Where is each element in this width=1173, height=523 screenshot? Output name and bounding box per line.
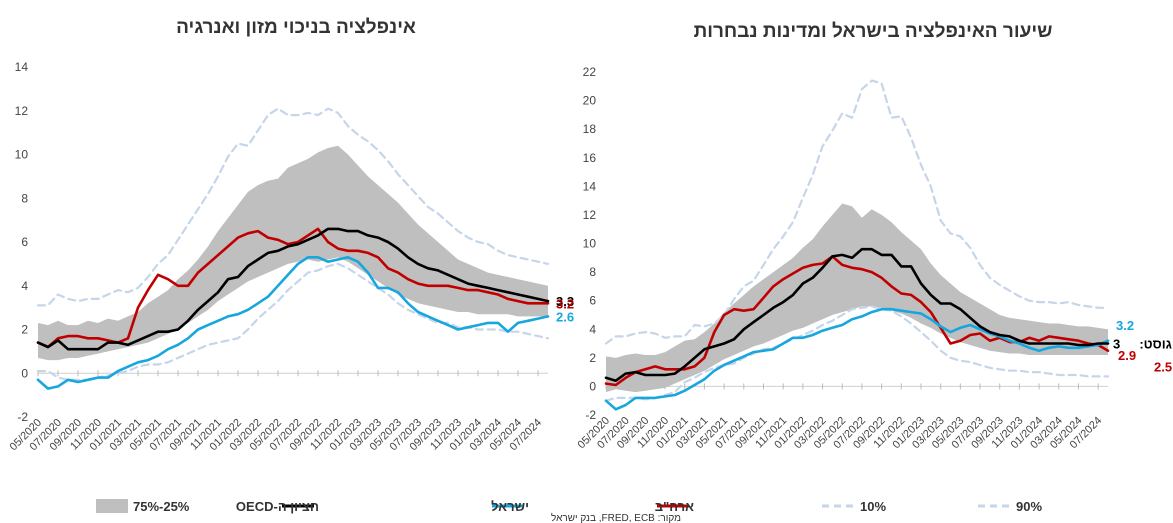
right-ytick-label: 10 [583, 237, 597, 251]
left-ytick-label: 2 [21, 323, 28, 337]
legend-p90-label: 90% [1016, 499, 1042, 514]
left-p90-line [36, 107, 550, 307]
legend: 75%-25% חציון ה-OECD ישראל ארה"ב 10% 90%… [96, 499, 1042, 523]
right-ytick-label: 12 [583, 208, 597, 222]
legend-israel-label: ישראל [491, 499, 529, 514]
left-chart-title: אינפלציה בניכוי מזון ואנרגיה [176, 17, 416, 38]
left-usa-line [36, 227, 550, 349]
right-oecd-median-line [604, 247, 1110, 382]
core-inflation-chart: אינפלציה בניכוי מזון ואנרגיה -2 0 2 4 6 8 10 12… [8, 17, 575, 453]
source-note: מקור: FRED, ECB, בנק ישראל [551, 512, 681, 523]
legend-band-swatch [96, 499, 128, 513]
left-ytick-label: -2 [17, 410, 28, 424]
right-p90-line [604, 79, 1110, 345]
right-end-label-usa: 2.9 [1118, 348, 1136, 363]
left-ytick-label: 8 [21, 191, 28, 205]
right-interquartile-band [606, 203, 1108, 393]
legend-usa-label: ארה"ב [655, 499, 694, 514]
left-ytick-label: 4 [21, 279, 28, 293]
right-p10-line [604, 305, 1110, 402]
left-interquartile-band [38, 145, 548, 361]
right-ytick-label: 18 [583, 122, 597, 136]
left-end-label-oecd: 3.3 [556, 294, 574, 309]
right-ytick-label: 14 [583, 179, 597, 193]
right-end-label-usa: 2.5 [1154, 359, 1172, 374]
right-ytick-label: 0 [589, 379, 596, 393]
right-ytick-label: 16 [583, 151, 597, 165]
left-end-label-usa: 3.2 [556, 296, 574, 311]
right-ytick-label: 22 [583, 65, 597, 79]
right-ytick-label: 8 [589, 265, 596, 279]
right-ytick-label: 2 [589, 351, 596, 365]
right-end-label-oecd: 3 [1113, 337, 1120, 352]
right-israel-line [604, 307, 1110, 411]
legend-p10-label: 10% [860, 499, 886, 514]
right-end-label-israel: 3.2 [1116, 318, 1134, 333]
legend-oecd-label: חציון ה-OECD [236, 499, 319, 514]
left-ytick-label: 0 [21, 366, 28, 380]
right-end-label-prefix: אוגוסט: [1139, 337, 1173, 352]
left-ytick-label: 12 [15, 104, 29, 118]
left-end-label-israel: 2.6 [556, 309, 574, 324]
left-israel-line [36, 256, 550, 390]
left-ytick-label: 14 [15, 60, 29, 74]
right-ytick-label: 6 [589, 294, 596, 308]
right-ytick-label: -2 [585, 408, 596, 422]
left-ytick-label: 6 [21, 235, 28, 249]
right-ytick-label: 4 [589, 322, 596, 336]
legend-band-label: 75%-25% [133, 499, 190, 514]
right-chart-title: שיעור האינפלציה בישראל ומדינות נבחרות [694, 21, 1053, 42]
inflation-rate-chart: שיעור האינפלציה בישראל ומדינות נבחרות -2… [576, 21, 1173, 451]
right-ytick-label: 20 [583, 94, 597, 108]
right-usa-line [604, 255, 1110, 387]
left-ytick-label: 10 [15, 148, 29, 162]
left-oecd-median-line [36, 227, 550, 351]
